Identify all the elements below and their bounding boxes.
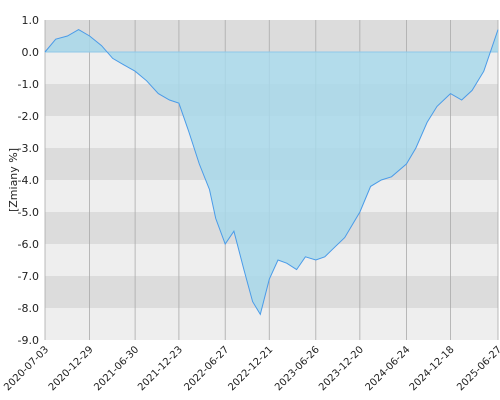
y-tick-label-4: -3.0: [18, 142, 39, 155]
y-tick-label-6: -5.0: [18, 206, 39, 219]
x-tick-label-3: 2021-12-23: [136, 344, 185, 393]
x-tick-label-8: 2024-06-24: [364, 344, 413, 393]
y-tick-label-1: 0.0: [22, 46, 40, 59]
x-tick-label-1: 2020-12-29: [47, 344, 96, 393]
x-tick-label-9: 2024-12-18: [408, 344, 457, 393]
y-tick-label-5: -4.0: [18, 174, 39, 187]
band-0: [45, 20, 498, 52]
x-tick-label-5: 2022-12-21: [227, 344, 276, 393]
x-tick-label-0: 2020-07-03: [2, 344, 51, 393]
x-tick-label-2: 2021-06-30: [92, 344, 141, 393]
y-tick-labels: 1.0 0.0 -1.0 -2.0 -3.0 -4.0 -5.0 -6.0 -7.0 -8.0 -9…: [18, 14, 39, 347]
y-tick-label-10: -9.0: [18, 334, 39, 347]
series-line: [44, 29, 499, 316]
x-tick-labels: 2020-07-032020-12-292021-06-302021-12-23…: [2, 344, 500, 393]
area-fill: [45, 29, 498, 315]
band-8: [45, 276, 498, 308]
y-tick-label-0: 1.0: [22, 14, 40, 27]
y-tick-label-9: -8.0: [18, 302, 39, 315]
y-tick-label-3: -2.0: [18, 110, 39, 123]
x-tick-label-10: 2025-06-27: [455, 344, 500, 393]
x-tick-label-4: 2022-06-27: [182, 344, 231, 393]
y-tick-label-2: -1.0: [18, 78, 39, 91]
y-tick-label-8: -7.0: [18, 270, 39, 283]
band-9: [45, 308, 498, 340]
x-tick-label-6: 2023-06-26: [273, 344, 322, 393]
y-axis-label: [Zmiany %]: [7, 148, 20, 212]
x-tick-label-7: 2023-12-20: [317, 344, 366, 393]
y-tick-label-7: -6.0: [18, 238, 39, 251]
